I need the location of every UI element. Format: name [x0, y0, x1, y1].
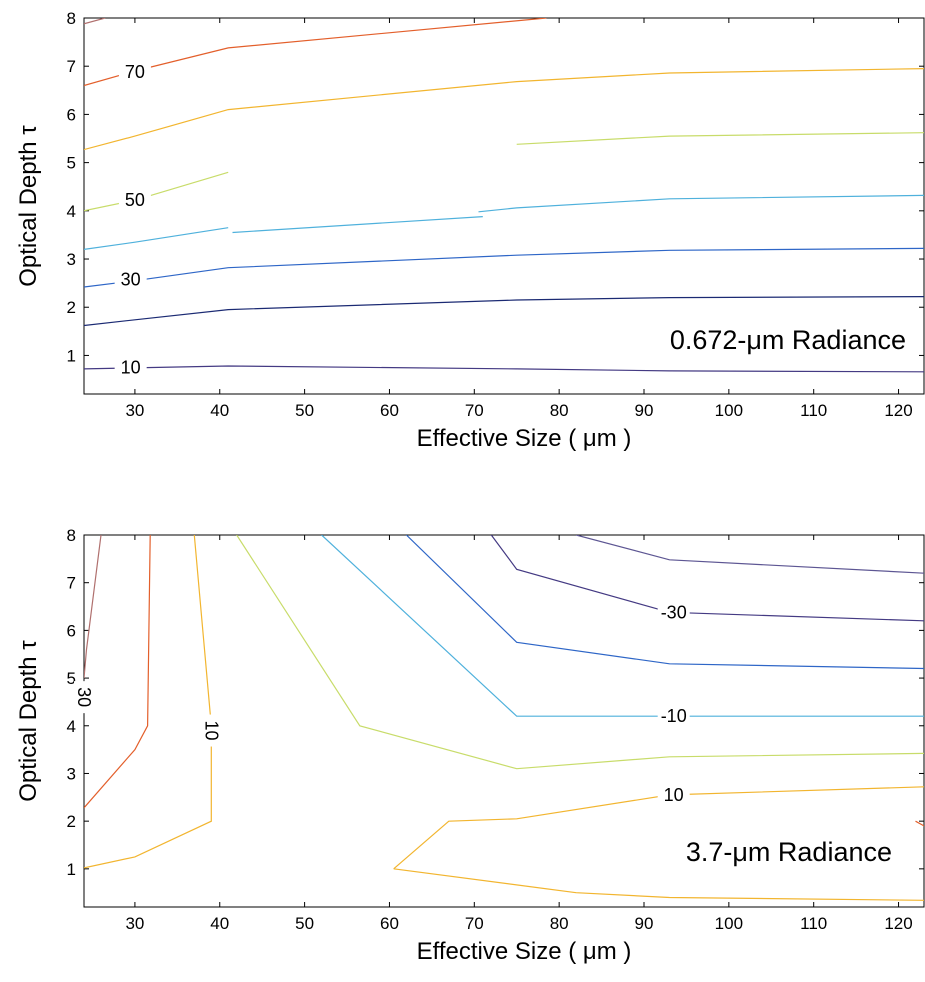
x-tick-label: 30 — [125, 401, 144, 420]
x-tick-label: 90 — [635, 401, 654, 420]
chart-top-0672-radiance: 30 40 50 60 70 80 90 100 110 120 1 2 3 4 5 6 7 8 Effective… — [15, 9, 925, 452]
contour-label: 50 — [125, 190, 145, 210]
y-tick-label: 5 — [67, 154, 76, 173]
contour-line — [84, 296, 924, 327]
y-tick-label: 3 — [67, 764, 76, 783]
x-tick-label: 40 — [210, 914, 229, 933]
y-tick-label: 1 — [67, 346, 76, 365]
chart-bottom-37-radiance: 30 40 50 60 70 80 90 100 110 120 1 2 3 4 5 6 7 8 Effective… — [15, 526, 925, 965]
x-tick-label: 100 — [715, 914, 743, 933]
plot-frame — [83, 534, 925, 908]
contour-line — [84, 227, 229, 250]
contour-line — [405, 535, 924, 670]
y-tick-label: 4 — [67, 717, 76, 736]
y-tick-label: 4 — [67, 202, 76, 221]
contour-line — [393, 786, 924, 870]
y-tick-label: 5 — [67, 669, 76, 688]
contour-line — [575, 535, 924, 574]
y-tick-label: 7 — [67, 57, 76, 76]
x-tick-label: 40 — [210, 401, 229, 420]
x-tick-label: 120 — [884, 914, 912, 933]
y-tick-label: 6 — [67, 621, 76, 640]
x-tick-label: 80 — [550, 914, 569, 933]
contour-label-bg — [74, 681, 94, 714]
contour-line — [84, 365, 924, 373]
radiance-annotation: 0.672-μm Radiance — [670, 325, 906, 355]
contour-lines — [84, 18, 924, 373]
contour-label: -10 — [661, 706, 687, 726]
x-tick-label: 110 — [800, 914, 827, 933]
y-tick-label: 8 — [67, 526, 76, 545]
contour-label-bg — [657, 784, 690, 805]
contour-line — [490, 535, 924, 622]
contour-line — [393, 868, 924, 901]
x-tick-label: 70 — [465, 401, 484, 420]
contour-line — [84, 18, 547, 87]
contour-label: 10 — [201, 721, 221, 741]
contour-label: 30 — [74, 687, 94, 707]
y-tick-label: 2 — [67, 298, 76, 317]
x-tick-label: 50 — [295, 914, 314, 933]
contour-line — [915, 820, 924, 827]
y-tick-label: 8 — [67, 9, 76, 28]
contour-line — [84, 535, 102, 679]
y-tick-label: 7 — [67, 574, 76, 593]
x-tick-label: 90 — [635, 914, 654, 933]
x-tick-label: 70 — [465, 914, 484, 933]
contour-label: -30 — [661, 602, 687, 622]
contour-line — [84, 535, 151, 809]
contour-line — [516, 132, 924, 145]
contour-line — [84, 247, 924, 288]
x-tick-label: 50 — [295, 401, 314, 420]
contour-label: 10 — [121, 357, 141, 377]
contour-line — [232, 216, 483, 234]
x-tick-label: 100 — [715, 401, 743, 420]
contour-line — [84, 68, 924, 151]
x-axis-label: Effective Size ( μm ) — [417, 425, 632, 452]
x-tick-label: 110 — [800, 401, 827, 420]
contour-label-bg — [657, 706, 690, 727]
contour-label: 10 — [664, 785, 684, 805]
y-tick-label: 6 — [67, 105, 76, 124]
contour-label: 70 — [125, 62, 145, 82]
contour-line — [236, 535, 924, 770]
contour-line — [84, 171, 229, 212]
x-tick-label: 30 — [125, 914, 144, 933]
contour-label-bg — [114, 357, 147, 378]
contour-line — [478, 194, 924, 213]
radiance-annotation: 3.7-μm Radiance — [686, 837, 892, 867]
plot-frame — [83, 17, 925, 395]
contour-label-bg — [657, 602, 690, 623]
contour-line — [84, 535, 212, 869]
x-axis-label: Effective Size ( μm ) — [417, 938, 632, 965]
contour-line — [321, 535, 924, 717]
y-tick-label: 3 — [67, 250, 76, 269]
y-axis-label: Optical Depth τ — [15, 125, 42, 287]
contour-label: 30 — [121, 269, 141, 289]
contour-lines — [84, 535, 924, 901]
contour-line — [84, 18, 106, 25]
x-tick-label: 60 — [380, 401, 399, 420]
contour-label-bg — [118, 61, 151, 82]
y-tick-label: 2 — [67, 812, 76, 831]
x-tick-label: 120 — [884, 401, 912, 420]
contour-label-bg — [118, 190, 151, 211]
y-tick-label: 1 — [67, 860, 76, 879]
x-tick-label: 60 — [380, 914, 399, 933]
x-tick-label: 80 — [550, 401, 569, 420]
contour-label-bg — [114, 269, 147, 290]
y-axis-label: Optical Depth τ — [15, 640, 42, 802]
contour-label-bg — [201, 714, 222, 747]
